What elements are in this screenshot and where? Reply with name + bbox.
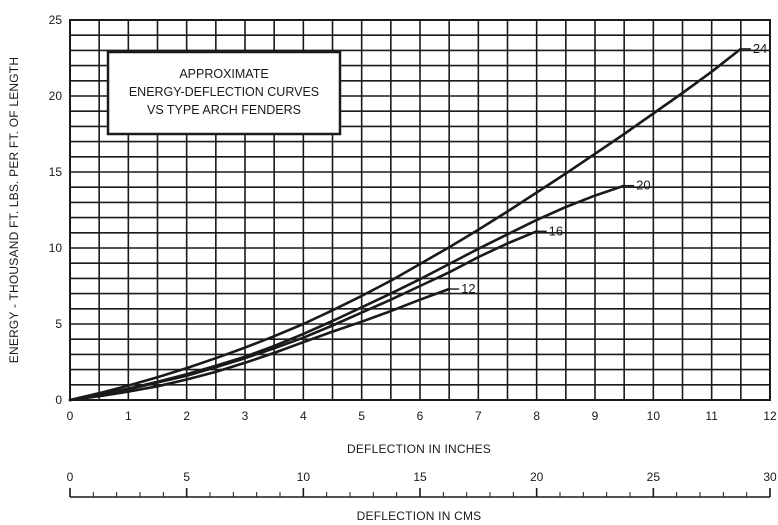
curve-label-24: 24 [753, 41, 767, 56]
x-tick-label: 2 [183, 409, 190, 423]
x-tick-label: 11 [705, 409, 718, 423]
curve-label-20: 20 [636, 178, 650, 193]
x-tick-label: 1 [125, 409, 132, 423]
y-tick-label: 20 [49, 89, 63, 103]
curve-label-16: 16 [549, 223, 563, 238]
curve-24 [68, 47, 743, 402]
secondary-x-axis-title: DEFLECTION IN CMS [357, 509, 482, 523]
secondary-x-tick-label: 25 [647, 470, 661, 484]
x-tick-label: 3 [242, 409, 249, 423]
curves: 12 16 20 24 [68, 41, 767, 402]
secondary-x-tick-label: 20 [530, 470, 544, 484]
secondary-x-tick-label: 0 [67, 470, 74, 484]
x-tick-label: 8 [533, 409, 540, 423]
y-tick-label: 25 [49, 13, 63, 27]
secondary-x-tick-label: 10 [297, 470, 311, 484]
x-tick-label: 12 [763, 409, 777, 423]
x-tick-label: 10 [647, 409, 661, 423]
y-tick-label: 5 [55, 317, 62, 331]
y-tick-label: 15 [49, 165, 63, 179]
curve-label-12: 12 [461, 281, 475, 296]
annotation-box: APPROXIMATE ENERGY-DEFLECTION CURVES VS … [106, 50, 342, 136]
curve-12 [68, 287, 451, 402]
y-tick-label: 10 [49, 241, 63, 255]
plot-frame [69, 19, 771, 401]
y-axis-title: ENERGY - THOUSAND FT. LBS. PER FT. OF LE… [7, 57, 21, 363]
x-tick-label: 6 [417, 409, 424, 423]
curve-20 [68, 184, 626, 402]
x-tick-label: 0 [67, 409, 74, 423]
secondary-x-tick-label: 5 [183, 470, 190, 484]
annotation-line-1: APPROXIMATE [179, 67, 268, 81]
annotation-frame [106, 50, 342, 136]
annotation-line-2: ENERGY-DEFLECTION CURVES [129, 85, 319, 99]
y-tick-label: 0 [55, 393, 62, 407]
annotation-line-3: VS TYPE ARCH FENDERS [147, 103, 301, 117]
x-axis-title: DEFLECTION IN INCHES [347, 442, 491, 456]
x-tick-label: 5 [358, 409, 365, 423]
x-tick-label: 4 [300, 409, 307, 423]
secondary-x-tick-label: 30 [763, 470, 777, 484]
secondary-x-tick-label: 15 [413, 470, 427, 484]
x-tick-label: 9 [592, 409, 599, 423]
x-tick-label: 7 [475, 409, 482, 423]
